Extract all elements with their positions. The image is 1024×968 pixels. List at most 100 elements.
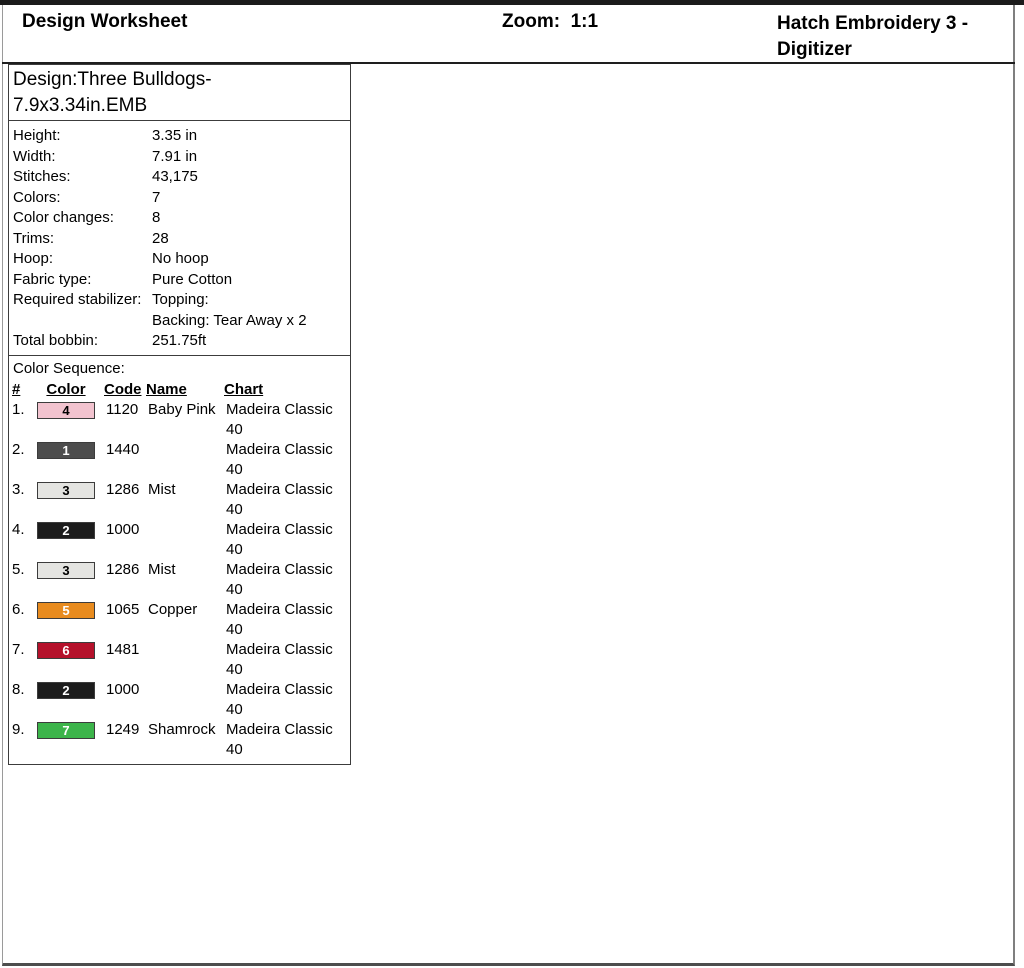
info-label: Height:: [13, 127, 61, 144]
color-sequence-row: 4. 2 1000 Madeira Classic 40: [9, 520, 350, 560]
info-value-line1: 7.91 in: [152, 147, 198, 165]
color-sequence-table: Color Sequence: # Color Code Name Chart …: [8, 355, 351, 765]
info-value: Pure Cotton: [152, 270, 350, 291]
info-value-line1: 7: [152, 188, 161, 206]
info-value-line1: Pure Cotton: [152, 270, 233, 288]
info-value-line1: 28: [152, 229, 169, 247]
design-info-row: Width: 7.91 in: [9, 147, 350, 168]
thread-name: Mist: [148, 560, 176, 578]
color-sequence-row: 8. 2 1000 Madeira Classic 40: [9, 680, 350, 720]
info-label: Total bobbin:: [13, 332, 99, 349]
color-sequence-row: 3. 3 1286 Mist Madeira Classic 40: [9, 480, 350, 520]
color-sequence-row: 7. 6 1481 Madeira Classic 40: [9, 640, 350, 680]
column-header-num: #: [12, 380, 21, 398]
color-sequence-header-row: # Color Code Name Chart: [9, 379, 350, 400]
info-value-line1: No hoop: [152, 250, 209, 267]
info-value-line1: Topping:: [152, 291, 209, 308]
thread-code: 1440: [106, 440, 140, 458]
thread-code: 1481: [106, 640, 140, 658]
thread-color-swatch: 1: [37, 441, 95, 459]
thread-chart: Madeira Classic 40: [226, 520, 333, 558]
color-sequence-heading: Color Sequence:: [13, 359, 125, 377]
info-label: Fabric type:: [13, 270, 92, 288]
color-sequence-row: 6. 5 1065 Copper Madeira Classic 40: [9, 600, 350, 640]
color-sequence-row: 1. 4 1120 Baby Pink Madeira Classic 40: [9, 400, 350, 440]
info-label: Colors:: [13, 188, 61, 206]
row-number: 2.: [12, 440, 25, 458]
column-header-color: Color: [46, 380, 86, 398]
thread-code: 1286: [106, 560, 140, 578]
thread-chart: Madeira Classic 40: [226, 480, 333, 518]
thread-code: 1286: [106, 480, 140, 498]
design-info-row: Hoop: No hoop: [9, 249, 350, 270]
info-value: 28: [152, 229, 350, 250]
row-number: 8.: [12, 680, 25, 698]
thread-chart: Madeira Classic 40: [226, 720, 333, 758]
worksheet-info-area: Design:Three Bulldogs- 7.9x3.34in.EMB He…: [8, 64, 351, 765]
info-value: 7: [152, 188, 350, 209]
info-label: Stitches:: [13, 168, 71, 185]
color-sequence-row: 5. 3 1286 Mist Madeira Classic 40: [9, 560, 350, 600]
color-sequence-row: 9. 7 1249 Shamrock Madeira Classic 40: [9, 720, 350, 760]
info-value: No hoop: [152, 249, 350, 270]
design-info-table: Design:Three Bulldogs- 7.9x3.34in.EMB He…: [8, 64, 351, 356]
design-filename-line2: 7.9x3.34in.EMB: [13, 95, 148, 116]
column-header-name: Name: [146, 380, 187, 398]
design-info-row: Stitches: 43,175: [9, 167, 350, 188]
info-label: Color changes:: [13, 209, 114, 226]
thread-code: 1249: [106, 720, 140, 738]
thread-name: Mist: [148, 480, 176, 498]
row-number: 1.: [12, 400, 25, 418]
thread-color-swatch: 7: [37, 721, 95, 739]
app-name-line1: Hatch Embroidery 3 -: [777, 13, 969, 34]
info-value: 7.91 in: [152, 147, 350, 168]
thread-color-swatch: 3: [37, 561, 95, 579]
row-number: 6.: [12, 600, 25, 618]
row-number: 4.: [12, 520, 25, 538]
design-filename-line1: Design:Three Bulldogs-: [13, 69, 212, 90]
thread-chart: Madeira Classic 40: [226, 680, 333, 718]
row-number: 3.: [12, 480, 25, 498]
thread-name: Copper: [148, 600, 198, 618]
design-info-rows: Height: 3.35 in Width: 7.91 in Stitc: [9, 121, 350, 355]
info-label: Width:: [13, 147, 56, 165]
thread-chart: Madeira Classic 40: [226, 600, 333, 638]
row-number: 7.: [12, 640, 25, 658]
thread-code: 1120: [106, 400, 139, 418]
row-number: 5.: [12, 560, 25, 578]
info-value-line2: Backing: Tear Away x 2: [152, 311, 307, 329]
header-divider: [2, 62, 1015, 64]
design-info-row: Height: 3.35 in: [9, 126, 350, 147]
design-info-row: Fabric type: Pure Cotton: [9, 270, 350, 291]
info-value: Topping: Backing: Tear Away x 2: [152, 290, 350, 331]
thread-color-swatch: 5: [37, 601, 95, 619]
color-sequence-rows: 1. 4 1120 Baby Pink Madeira Classic 40 2…: [9, 400, 350, 760]
info-value: 43,175: [152, 167, 350, 188]
thread-name: Baby Pink: [148, 400, 216, 418]
color-sequence-row: 2. 1 1440 Madeira Classic 40: [9, 440, 350, 480]
info-label: Hoop:: [13, 250, 54, 267]
thread-color-swatch: 6: [37, 641, 95, 659]
info-value: 3.35 in: [152, 126, 350, 147]
thread-chart: Madeira Classic 40: [226, 400, 333, 438]
thread-color-swatch: 3: [37, 481, 95, 499]
design-info-row: Total bobbin: 251.75ft: [9, 331, 350, 352]
thread-code: 1065: [106, 600, 140, 618]
row-number: 9.: [12, 720, 25, 738]
window-top-border: [0, 0, 1024, 5]
zoom-level-label: Zoom: 1:1: [502, 11, 599, 32]
info-value-line1: 3.35 in: [152, 127, 198, 144]
thread-chart: Madeira Classic 40: [226, 560, 333, 598]
info-label: Required stabilizer:: [13, 291, 142, 308]
thread-chart: Madeira Classic 40: [226, 640, 333, 678]
column-header-chart: Chart: [224, 380, 264, 398]
design-filename: Design:Three Bulldogs- 7.9x3.34in.EMB: [9, 65, 350, 121]
thread-color-swatch: 2: [37, 681, 95, 699]
page-title: Design Worksheet: [22, 11, 188, 32]
thread-code: 1000: [106, 520, 140, 538]
info-value: 8: [152, 208, 350, 229]
info-value: 251.75ft: [152, 331, 350, 352]
app-name-line2: Digitizer: [777, 39, 852, 60]
design-info-row: Color changes: 8: [9, 208, 350, 229]
thread-chart: Madeira Classic 40: [226, 440, 333, 478]
